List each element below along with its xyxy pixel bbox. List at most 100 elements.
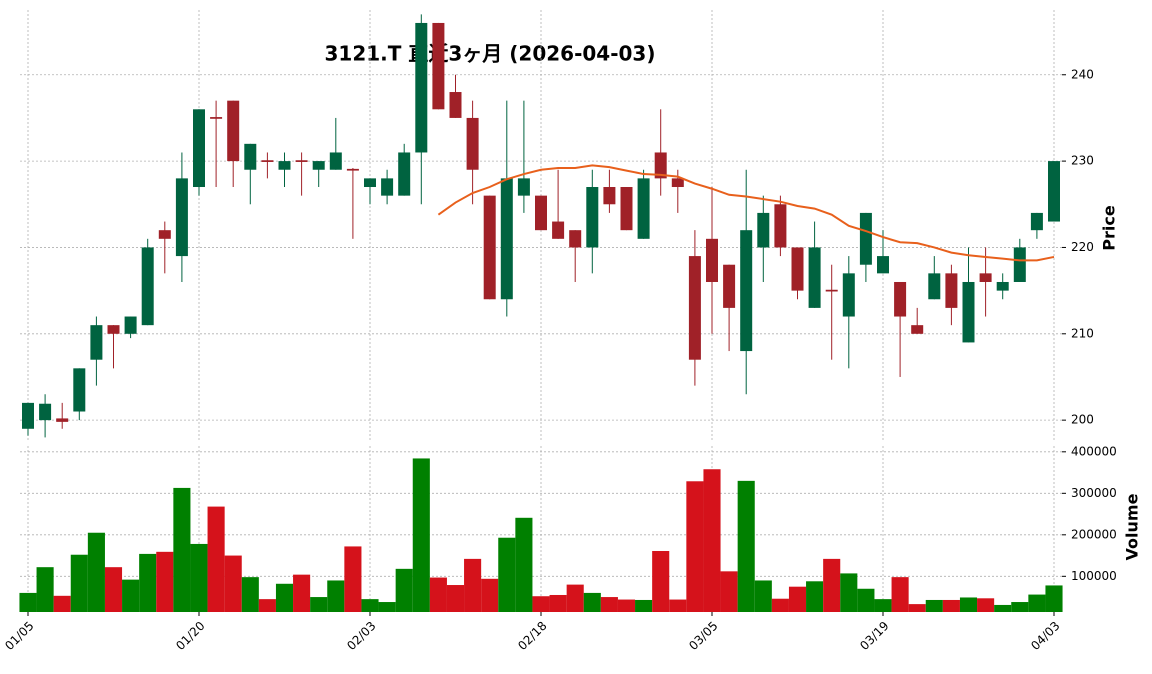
x-tick-label: 03/19 <box>857 619 891 653</box>
volume-bar <box>515 517 533 612</box>
x-tick-label: 03/05 <box>686 619 720 653</box>
volume-bar <box>87 532 105 612</box>
candle-body <box>295 160 308 162</box>
candle-body <box>791 247 804 291</box>
candle-body <box>329 152 342 170</box>
volume-bar <box>754 580 772 612</box>
candle-body <box>90 325 103 360</box>
volume-bar <box>122 579 140 612</box>
candle-body <box>193 109 205 188</box>
candle-body <box>278 161 291 170</box>
volume-tick-label: 100000 <box>1071 569 1117 583</box>
volume-bar <box>224 555 242 612</box>
candle-body <box>1048 161 1060 222</box>
candle-body <box>175 178 188 257</box>
volume-bar <box>532 596 550 612</box>
x-tick-label: 01/05 <box>2 619 36 653</box>
volume-bar <box>959 597 978 612</box>
x-tick-label: 04/03 <box>1028 619 1062 653</box>
volume-bar <box>788 586 807 612</box>
volume-bar <box>70 554 88 612</box>
candle-body <box>141 247 154 326</box>
candle-body <box>774 204 787 248</box>
candle-body <box>654 152 667 179</box>
volume-bar <box>857 588 875 612</box>
candle-body <box>586 187 599 248</box>
volume-bar <box>481 578 499 612</box>
volume-bar <box>104 567 123 612</box>
candle-body <box>124 316 137 334</box>
candle-body <box>517 178 530 196</box>
candle-body <box>415 22 428 153</box>
volume-bar <box>361 599 379 612</box>
volume-bar <box>908 604 926 612</box>
volume-bar <box>600 597 618 612</box>
candle-body <box>894 281 907 317</box>
candle-body <box>996 281 1009 291</box>
volume-bar <box>840 573 858 612</box>
y-tick-label: 230 <box>1071 154 1094 168</box>
candle-body <box>56 418 69 422</box>
candle-body <box>158 230 171 239</box>
volume-tick-label: 200000 <box>1071 527 1117 541</box>
candle-body <box>398 152 411 196</box>
candle-body <box>603 187 616 205</box>
volume-bar <box>241 577 259 612</box>
y-axis-label: Price <box>1100 205 1119 251</box>
candle-body <box>1013 247 1026 282</box>
volume-bar <box>429 577 447 612</box>
candle-body <box>979 273 992 282</box>
candle-body <box>842 273 855 317</box>
volume-bar <box>275 583 294 612</box>
volume-bar <box>994 604 1012 612</box>
candle-body <box>723 264 736 308</box>
volume-bar <box>977 598 995 612</box>
candle-body <box>620 187 633 231</box>
candle-body <box>911 325 924 334</box>
volume-bar <box>635 599 653 612</box>
candle-body <box>569 230 582 248</box>
volume-bar <box>464 558 482 612</box>
candle-body <box>432 22 445 110</box>
volume-bar <box>53 595 71 612</box>
candle-body <box>227 100 240 162</box>
volume-bar <box>771 598 789 612</box>
candle-body <box>364 178 376 188</box>
volume-bar <box>327 580 345 612</box>
volume-bar <box>891 577 909 612</box>
candle-body <box>877 256 889 274</box>
y-tick-label: 220 <box>1071 240 1094 254</box>
candle-body <box>688 256 701 360</box>
volume-bar <box>446 585 465 612</box>
volume-bar <box>1045 585 1063 612</box>
candle-body <box>210 117 223 119</box>
volume-bar <box>942 599 960 612</box>
volume-bar <box>549 594 567 612</box>
candle-body <box>740 230 753 352</box>
chart-title: 3121.T 直近3ヶ月 (2026-04-03) <box>325 42 656 66</box>
volume-bar <box>156 551 174 612</box>
volume-bar <box>1011 602 1029 612</box>
volume-bar <box>686 481 704 612</box>
candle-body <box>261 160 274 162</box>
volume-bar <box>669 599 687 612</box>
candle-body <box>449 92 462 118</box>
x-tick-label: 01/20 <box>173 619 207 653</box>
volume-bar <box>310 597 328 612</box>
volume-tick-label: 300000 <box>1071 486 1117 500</box>
volume-bar <box>583 592 601 612</box>
volume-bar <box>207 506 225 612</box>
y-tick-label: 200 <box>1071 413 1094 427</box>
volume-bar <box>566 584 584 612</box>
candle-body <box>483 195 496 300</box>
candle-body <box>535 195 547 231</box>
candle-body <box>637 178 650 239</box>
x-tick-label: 02/03 <box>344 619 378 653</box>
candle-body <box>39 403 52 421</box>
candle-body <box>945 273 958 308</box>
volume-bar <box>378 602 396 612</box>
y-tick-label: 210 <box>1071 326 1094 340</box>
candle-body <box>757 212 770 248</box>
volume-bar <box>498 537 516 612</box>
